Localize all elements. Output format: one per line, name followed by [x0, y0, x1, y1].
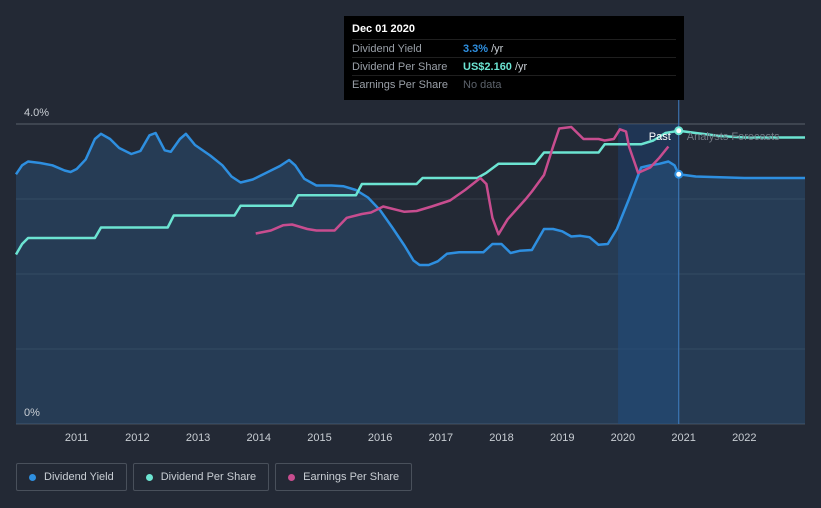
tooltip-label: Dividend Yield: [352, 42, 422, 55]
dividend-per-share-line[interactable]: [14, 129, 805, 256]
y-tick-bottom: 0%: [24, 407, 40, 419]
tooltip-unit: /yr: [514, 60, 528, 73]
past-label: Past: [649, 131, 671, 143]
legend-dot: [145, 473, 153, 481]
tooltip-unit: /yr: [491, 42, 504, 55]
tooltip-label: Earnings Per Share: [352, 78, 448, 91]
tooltip-label: Dividend Per Share: [352, 60, 448, 73]
tooltip-row-dividend-yield: Dividend Yield 3.3%/yr: [352, 39, 676, 57]
dividend-yield-area: [16, 133, 805, 424]
dividend-yield-line[interactable]: [14, 131, 805, 267]
x-axis-ticks: 2011 2012 2013 2014 2015 2016 2017 2018 2019 2020…: [65, 432, 757, 444]
x-tick-label: 2021: [671, 432, 695, 444]
legend-dot: [29, 473, 36, 481]
x-tick-label: 2020: [611, 432, 635, 444]
legend-label: Dividend Yield: [44, 471, 114, 483]
dividend-yield-marker: [674, 169, 684, 179]
tooltip-value: 3.3%: [463, 42, 489, 55]
legend-dividend-per-share[interactable]: Dividend Per Share: [132, 463, 270, 491]
x-tick-label: 2018: [489, 432, 513, 444]
x-tick-label: 2017: [429, 432, 453, 444]
tooltip: Dec 01 2020 Dividend Yield 3.3%/yr Divid…: [344, 16, 684, 100]
x-tick-label: 2012: [125, 432, 149, 444]
legend-dividend-yield[interactable]: Dividend Yield: [16, 463, 127, 491]
x-tick-label: 2015: [307, 432, 331, 444]
dividend-per-share-marker: [674, 126, 684, 136]
tooltip-row-dividend-per-share: Dividend Per Share US$2.160/yr: [352, 57, 676, 75]
x-tick-label: 2022: [732, 432, 756, 444]
x-tick-label: 2013: [186, 432, 210, 444]
forecast-label: Analysts Forecasts: [687, 131, 780, 143]
y-tick-top: 4.0%: [24, 107, 49, 119]
earnings-per-share-line[interactable]: [255, 125, 670, 236]
highlight-band: [618, 124, 679, 424]
legend: Dividend Yield Dividend Per Share Earnin…: [16, 463, 413, 491]
legend-label: Earnings Per Share: [303, 471, 400, 483]
tooltip-value: US$2.160: [463, 60, 512, 73]
legend-dot: [288, 473, 296, 481]
x-tick-label: 2011: [65, 432, 89, 444]
x-tick-label: 2014: [247, 432, 271, 444]
legend-earnings-per-share[interactable]: Earnings Per Share: [275, 463, 413, 491]
tooltip-value: No data: [463, 78, 502, 91]
x-tick-label: 2016: [368, 432, 392, 444]
x-tick-label: 2019: [550, 432, 574, 444]
tooltip-date: Dec 01 2020: [352, 23, 415, 35]
tooltip-row-earnings-per-share: Earnings Per Share No data: [352, 75, 676, 93]
legend-label: Dividend Per Share: [160, 471, 257, 483]
